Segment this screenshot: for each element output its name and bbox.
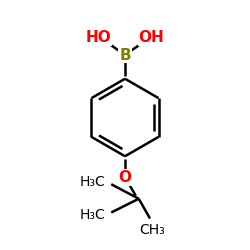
Text: B: B: [119, 48, 131, 62]
Text: O: O: [118, 170, 132, 185]
Text: CH₃: CH₃: [140, 222, 166, 236]
Text: OH: OH: [138, 30, 164, 46]
Text: H₃C: H₃C: [79, 208, 105, 222]
Text: H₃C: H₃C: [79, 175, 105, 189]
Text: HO: HO: [86, 30, 112, 46]
